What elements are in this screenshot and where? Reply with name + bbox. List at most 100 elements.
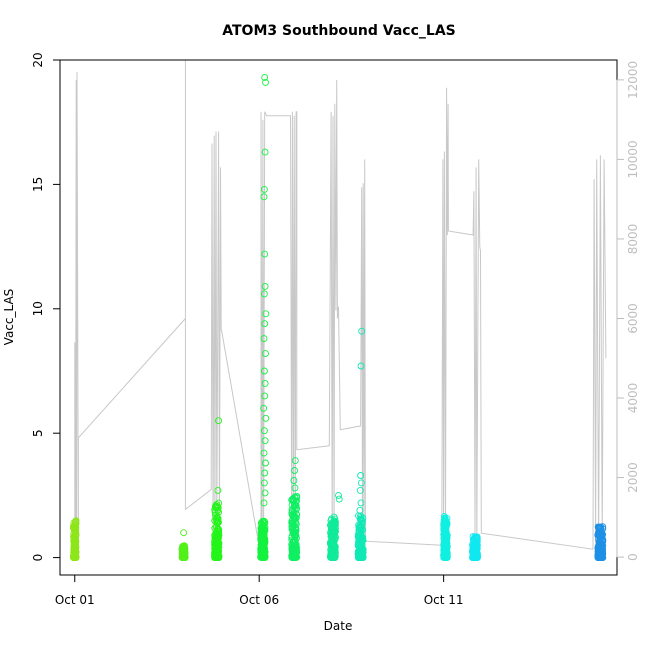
data-point <box>292 540 300 548</box>
data-point <box>260 335 268 343</box>
data-point <box>335 491 342 499</box>
x-axis: Oct 01 Oct 06 Oct 11 <box>55 574 464 607</box>
data-point <box>215 526 223 534</box>
data-point <box>212 515 220 523</box>
x-tick-label: Oct 11 <box>424 593 464 607</box>
data-point <box>595 544 603 552</box>
data-point <box>212 535 220 543</box>
y-axis-label: Vacc_LAS <box>2 289 16 346</box>
data-point <box>443 550 451 558</box>
data-point <box>262 78 269 86</box>
data-point <box>290 501 298 509</box>
data-point <box>261 469 269 477</box>
data-point <box>71 554 78 562</box>
y-tick-label: 5 <box>31 429 45 437</box>
y-axis: 0 5 10 15 20 <box>31 52 60 561</box>
data-point <box>357 362 365 370</box>
data-point <box>181 554 189 561</box>
data-point <box>70 523 78 530</box>
data-point <box>212 542 220 549</box>
data-point <box>291 494 299 502</box>
data-point <box>259 518 267 526</box>
data-point <box>335 495 343 503</box>
data-point <box>181 547 189 555</box>
data-point <box>262 310 270 318</box>
y2-tick-label: 8000 <box>626 224 640 255</box>
data-point <box>440 520 448 528</box>
data-point <box>356 486 364 494</box>
data-point <box>260 193 268 201</box>
data-point <box>599 538 607 546</box>
data-point <box>291 467 299 474</box>
data-point <box>260 479 268 487</box>
y2-axis: 0 2000 4000 6000 8000 10000 12000 <box>616 61 640 561</box>
data-point <box>441 532 449 540</box>
data-point <box>473 553 481 561</box>
data-point <box>261 148 269 156</box>
data-point <box>261 489 269 497</box>
data-point <box>289 511 297 518</box>
scatter-points <box>70 73 607 562</box>
data-point <box>262 350 269 358</box>
y-tick-label: 15 <box>31 177 45 192</box>
data-point <box>262 459 269 467</box>
y-tick-label: 20 <box>31 52 45 67</box>
data-point <box>291 484 299 492</box>
data-point <box>260 185 268 193</box>
data-point <box>594 523 602 531</box>
data-point <box>356 506 364 514</box>
data-point <box>290 477 298 484</box>
data-point <box>329 553 337 561</box>
data-point <box>357 543 365 551</box>
data-point <box>211 517 219 525</box>
x-tick-label: Oct 01 <box>55 593 95 607</box>
data-point <box>261 437 269 445</box>
data-point <box>440 513 448 520</box>
data-point <box>595 531 603 539</box>
data-point <box>291 513 299 520</box>
data-point <box>261 320 269 328</box>
data-point <box>212 554 220 561</box>
data-point <box>289 524 297 532</box>
y2-tick-label: 12000 <box>626 61 640 99</box>
data-point <box>262 414 270 422</box>
chart-title: ATOM3 Southbound Vacc_LAS <box>222 23 456 39</box>
data-point <box>357 534 365 542</box>
data-point <box>260 404 268 412</box>
data-point <box>260 449 268 457</box>
data-point <box>261 250 269 258</box>
data-point <box>261 379 269 387</box>
data-point <box>180 529 188 537</box>
data-point <box>214 486 222 494</box>
data-point <box>356 515 364 523</box>
data-point <box>331 521 339 528</box>
y-tick-label: 0 <box>31 554 45 562</box>
data-point <box>261 282 269 290</box>
data-point <box>328 543 336 551</box>
data-point <box>357 527 365 535</box>
data-point <box>260 540 267 548</box>
y2-tick-label: 10000 <box>626 140 640 178</box>
data-point <box>72 529 80 537</box>
data-point <box>471 549 479 557</box>
y-tick-label: 10 <box>31 301 45 316</box>
data-point <box>214 504 222 512</box>
x-axis-label: Date <box>324 619 353 633</box>
y2-tick-label: 2000 <box>626 462 640 493</box>
data-point <box>290 552 298 560</box>
data-point <box>260 427 268 435</box>
data-point <box>261 73 269 81</box>
data-point <box>355 523 363 531</box>
y2-tick-label: 4000 <box>626 383 640 414</box>
data-point <box>291 504 299 512</box>
data-point <box>469 541 477 549</box>
data-point <box>326 553 334 561</box>
data-point <box>327 530 335 538</box>
x-tick-label: Oct 06 <box>239 593 279 607</box>
data-point <box>356 524 363 532</box>
data-point <box>357 499 365 507</box>
secondary-series <box>74 60 607 558</box>
data-point <box>357 479 365 487</box>
data-point <box>291 457 299 465</box>
